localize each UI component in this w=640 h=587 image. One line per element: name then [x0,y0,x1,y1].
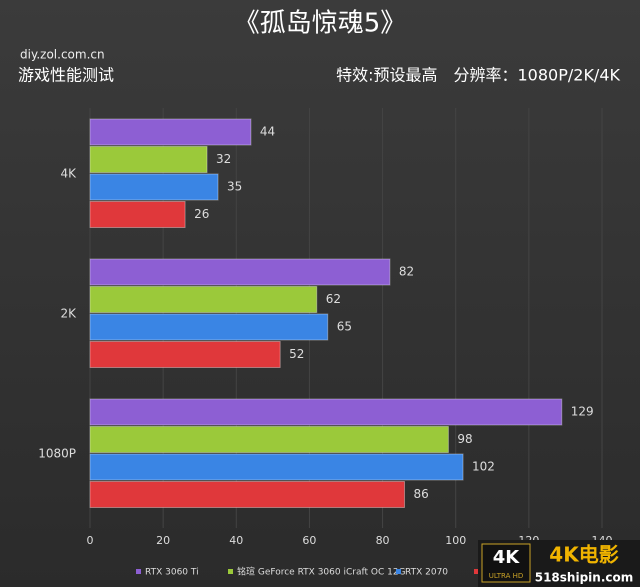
watermark-site: 518shipin.com [535,571,634,585]
bar [89,341,281,368]
value-label: 35 [227,180,242,194]
x-tick-label: 80 [376,534,390,547]
legend-label: RTX 3060 Ti [145,568,199,578]
value-label: 65 [337,320,352,334]
x-tick-label: 0 [87,534,94,547]
x-tick-label: 60 [302,534,316,547]
x-tick-label: 40 [229,534,243,547]
legend-label: RTX 2070 [405,568,448,578]
y-tick-label: 1080P [38,447,76,461]
bar [89,173,219,201]
value-label: 129 [571,405,594,419]
bar [89,286,318,313]
watermark: 4K ULTRA HD 4K电影 518shipin.com [478,540,640,587]
bar [89,426,449,453]
watermark-name: 4K电影 [549,543,618,567]
bar [89,201,186,228]
y-tick-label: 4K [60,167,77,181]
legend-swatch [136,569,141,574]
value-label: 82 [399,265,414,279]
source: diy.zol.com.cn [20,48,105,62]
y-tick-label: 2K [60,307,77,321]
watermark-logo-box [481,543,531,583]
subtitle: 游戏性能测试 [18,66,114,85]
bar [89,453,464,481]
bar [89,258,391,286]
value-label: 44 [260,125,275,139]
bar [89,313,329,341]
chart-title: 《孤岛惊魂5》 [234,9,407,39]
bar [89,481,406,508]
value-label: 52 [289,347,304,361]
legend-label: 铭瑄 GeForce RTX 3060 iCraft OC 12G [237,566,406,578]
value-label: 32 [216,152,231,166]
x-tick-label: 20 [156,534,170,547]
legend-swatch [474,569,479,574]
value-label: 86 [414,487,429,501]
watermark-logo: 4K [493,547,521,568]
bar [89,146,208,173]
bar [89,398,563,426]
x-tick-label: 100 [445,534,466,547]
legend: RTX 3060 Ti 铭瑄 GeForce RTX 3060 iCraft OC… [136,566,489,578]
watermark-logo-sub: ULTRA HD [489,572,524,580]
legend-swatch [396,569,401,574]
value-label: 26 [194,207,209,221]
annotation: 特效:预设最高 分辨率：1080P/2K/4K [336,66,620,85]
legend-swatch [228,569,233,574]
value-label: 98 [457,432,472,446]
bar [89,118,252,146]
value-label: 62 [326,292,341,306]
value-label: 102 [472,460,495,474]
